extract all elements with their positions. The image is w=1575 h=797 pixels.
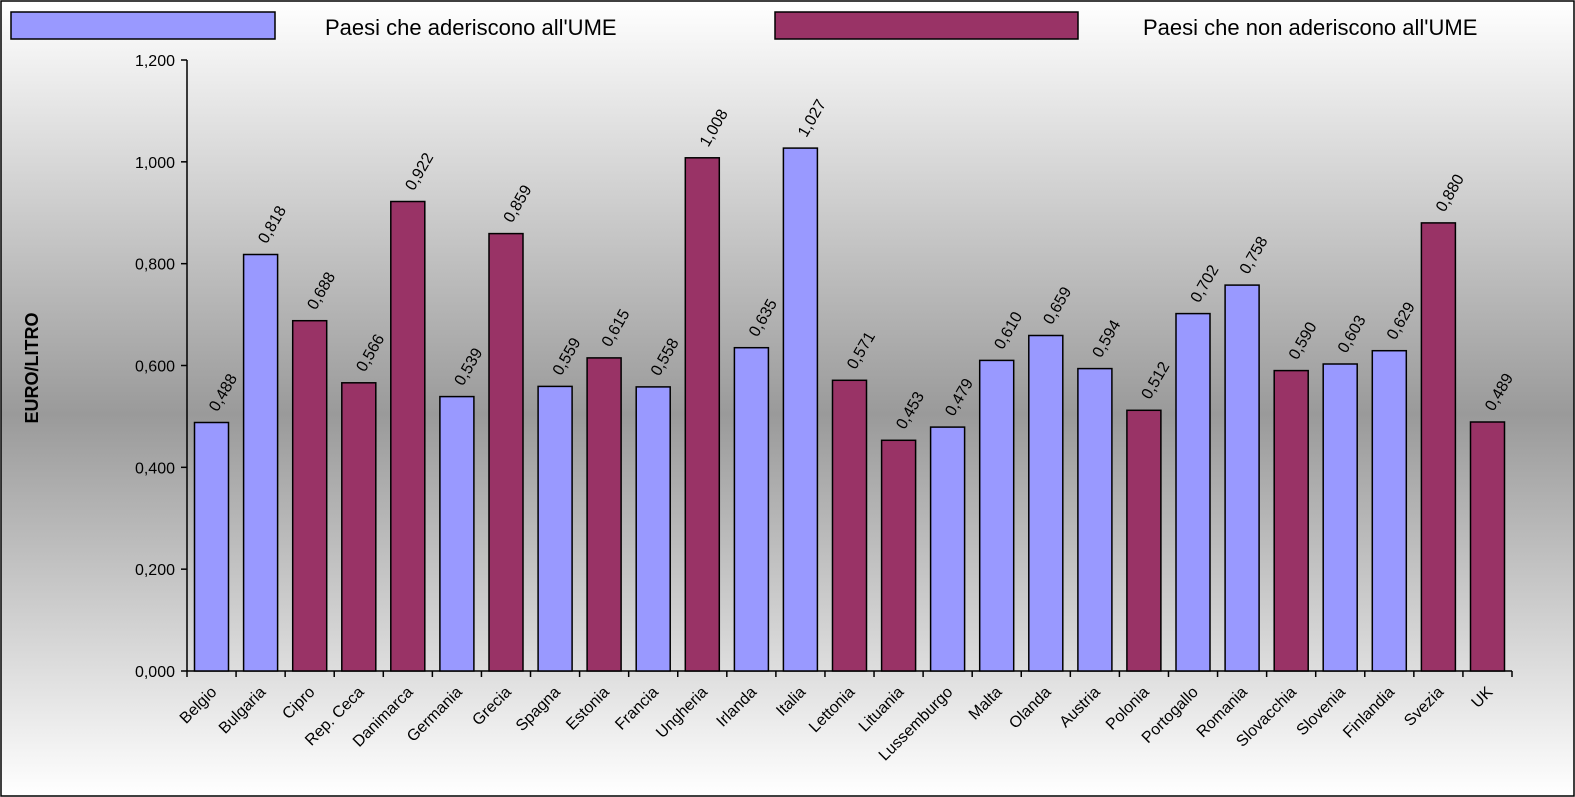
bar-spagna [537, 385, 573, 672]
bar-lettonia [831, 379, 868, 672]
y-tick-label: 1,200 [135, 53, 175, 70]
bar-portogallo [1175, 312, 1211, 672]
y-tick-label: 1,000 [135, 155, 175, 172]
bar-bulgaria [242, 253, 279, 672]
bar-finlandia [1371, 349, 1408, 672]
bar-danimarca [390, 200, 426, 672]
legend-swatch-non_ume [774, 11, 1079, 40]
bar-austria [1077, 367, 1113, 672]
bar-rep-ceca [341, 382, 377, 672]
bar-ungheria [684, 157, 721, 672]
bar-slovenia [1322, 363, 1358, 672]
y-tick-label: 0,000 [135, 664, 175, 681]
bar-grecia [488, 232, 524, 672]
legend-label-non_ume: Paesi che non aderiscono all'UME [1143, 15, 1477, 40]
bar-francia [635, 386, 671, 672]
y-tick-label: 0,600 [135, 359, 175, 376]
bar-slovacchia [1273, 369, 1309, 672]
bar-romania [1224, 284, 1260, 672]
legend-swatch-ume [10, 11, 276, 40]
bars [193, 147, 1506, 672]
bar-malta [978, 359, 1015, 672]
bar-irlanda [733, 346, 770, 672]
bar-italia [782, 147, 819, 672]
bar-belgio [193, 421, 230, 672]
bar-uk [1469, 421, 1506, 672]
legend: Paesi che aderiscono all'UME Paesi che no… [10, 11, 1477, 40]
bar-svezia [1420, 222, 1457, 672]
bar-cipro [291, 319, 328, 672]
y-tick-label: 0,800 [135, 257, 175, 274]
bar-lituania [880, 439, 917, 672]
bar-estonia [586, 357, 622, 672]
y-axis-label: EURO/LITRO [22, 313, 42, 424]
legend-label-ume: Paesi che aderiscono all'UME [325, 15, 617, 40]
bar-lussemburgo [929, 426, 966, 672]
bar-olanda [1028, 334, 1064, 672]
bar-germania [439, 395, 475, 672]
bar-polonia [1126, 409, 1162, 672]
y-tick-label: 0,200 [135, 562, 175, 579]
y-tick-label: 0,400 [135, 460, 175, 477]
